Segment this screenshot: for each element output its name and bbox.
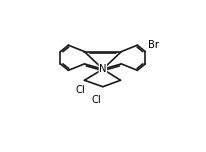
Text: N: N: [99, 64, 106, 74]
Text: Cl: Cl: [75, 85, 85, 95]
Text: Cl: Cl: [91, 95, 101, 105]
Text: Br: Br: [147, 40, 158, 50]
